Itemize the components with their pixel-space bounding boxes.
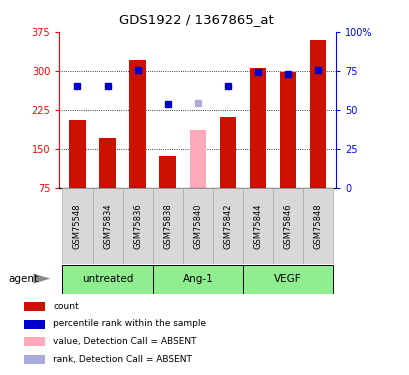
Bar xyxy=(249,68,265,188)
Text: GSM75846: GSM75846 xyxy=(283,203,292,249)
Text: GSM75840: GSM75840 xyxy=(193,203,202,249)
Text: GSM75836: GSM75836 xyxy=(133,203,142,249)
Bar xyxy=(243,265,333,294)
Text: rank, Detection Call = ABSENT: rank, Detection Call = ABSENT xyxy=(53,355,191,364)
Bar xyxy=(24,337,45,346)
Bar xyxy=(182,188,212,264)
Text: Ang-1: Ang-1 xyxy=(182,274,213,284)
Bar xyxy=(219,117,236,188)
Bar xyxy=(212,188,243,264)
Text: value, Detection Call = ABSENT: value, Detection Call = ABSENT xyxy=(53,337,196,346)
Text: GSM75834: GSM75834 xyxy=(103,203,112,249)
Text: GSM75848: GSM75848 xyxy=(313,203,322,249)
Bar xyxy=(62,265,152,294)
Polygon shape xyxy=(34,274,50,284)
Bar xyxy=(122,188,152,264)
Text: count: count xyxy=(53,302,79,311)
Bar xyxy=(152,188,182,264)
Bar xyxy=(92,188,122,264)
Bar xyxy=(24,320,45,328)
Text: agent: agent xyxy=(8,274,38,284)
Bar xyxy=(129,60,146,188)
Bar xyxy=(24,355,45,364)
Bar xyxy=(99,138,116,188)
Text: VEGF: VEGF xyxy=(274,274,301,284)
Bar xyxy=(24,302,45,311)
Bar xyxy=(272,188,302,264)
Bar xyxy=(309,40,326,188)
Bar xyxy=(279,72,296,188)
Bar xyxy=(69,120,85,188)
Text: percentile rank within the sample: percentile rank within the sample xyxy=(53,320,206,328)
Text: GSM75842: GSM75842 xyxy=(223,203,232,249)
Bar xyxy=(189,130,206,188)
Bar xyxy=(243,188,272,264)
Text: untreated: untreated xyxy=(82,274,133,284)
Text: GSM75844: GSM75844 xyxy=(253,203,262,249)
Bar xyxy=(302,188,333,264)
Text: GSM75548: GSM75548 xyxy=(73,203,82,249)
Bar xyxy=(152,265,243,294)
Text: GDS1922 / 1367865_at: GDS1922 / 1367865_at xyxy=(119,13,274,26)
Bar xyxy=(62,188,92,264)
Text: GSM75838: GSM75838 xyxy=(163,203,172,249)
Bar xyxy=(159,156,175,188)
